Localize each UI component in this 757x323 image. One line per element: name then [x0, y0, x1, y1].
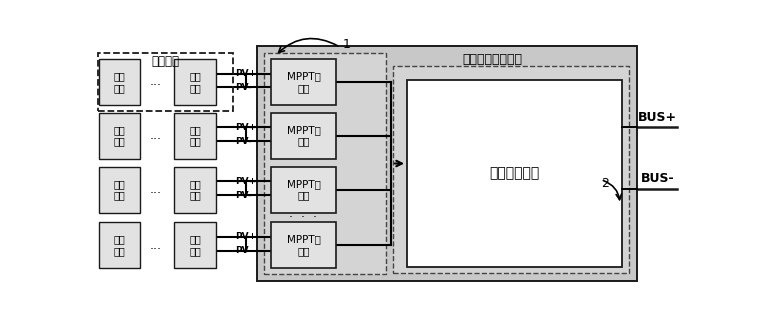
- Text: PV-: PV-: [235, 83, 251, 92]
- Text: 光伏
组件: 光伏 组件: [189, 125, 201, 147]
- Text: 2: 2: [600, 177, 609, 190]
- Text: PV-: PV-: [235, 137, 251, 146]
- Text: PV+: PV+: [235, 177, 256, 186]
- Text: BUS-: BUS-: [640, 172, 674, 185]
- Text: BUS+: BUS+: [637, 111, 677, 124]
- Text: 智能电源控制系统: 智能电源控制系统: [463, 53, 523, 66]
- Text: 光伏
组件: 光伏 组件: [114, 71, 126, 93]
- Text: 光伏
组件: 光伏 组件: [189, 234, 201, 256]
- Bar: [98, 53, 233, 111]
- Text: 1: 1: [343, 38, 350, 51]
- Text: 光伏
组件: 光伏 组件: [114, 179, 126, 201]
- Text: ...: ...: [150, 239, 162, 252]
- Bar: [263, 53, 386, 274]
- Bar: [174, 222, 216, 268]
- Text: MPPT控
制器: MPPT控 制器: [287, 234, 320, 256]
- Text: PV+: PV+: [235, 232, 256, 241]
- Text: 光伏组串: 光伏组串: [151, 55, 179, 68]
- Bar: [270, 167, 336, 213]
- Text: 集中控制单元: 集中控制单元: [490, 166, 540, 180]
- Bar: [407, 79, 622, 267]
- Text: PV-: PV-: [235, 246, 251, 255]
- Bar: [99, 167, 140, 213]
- Bar: [270, 113, 336, 159]
- Text: ·  ·  ·: · · ·: [289, 211, 317, 224]
- Bar: [99, 113, 140, 159]
- Bar: [99, 59, 140, 105]
- Bar: [174, 167, 216, 213]
- Text: ...: ...: [150, 75, 162, 89]
- Bar: [174, 113, 216, 159]
- Text: PV+: PV+: [235, 69, 256, 78]
- Bar: [270, 222, 336, 268]
- Text: 光伏
组件: 光伏 组件: [189, 71, 201, 93]
- Bar: [99, 222, 140, 268]
- Text: ...: ...: [150, 129, 162, 142]
- Text: MPPT控
制器: MPPT控 制器: [287, 71, 320, 93]
- Text: PV-: PV-: [235, 191, 251, 200]
- Text: ...: ...: [150, 183, 162, 196]
- Text: 光伏
组件: 光伏 组件: [189, 179, 201, 201]
- Bar: [174, 59, 216, 105]
- Text: MPPT控
制器: MPPT控 制器: [287, 179, 320, 201]
- Bar: [393, 67, 629, 273]
- Text: 光伏
组件: 光伏 组件: [114, 234, 126, 256]
- Text: MPPT控
制器: MPPT控 制器: [287, 125, 320, 147]
- Bar: [257, 47, 637, 281]
- Bar: [270, 59, 336, 105]
- Text: 光伏
组件: 光伏 组件: [114, 125, 126, 147]
- Text: PV+: PV+: [235, 123, 256, 132]
